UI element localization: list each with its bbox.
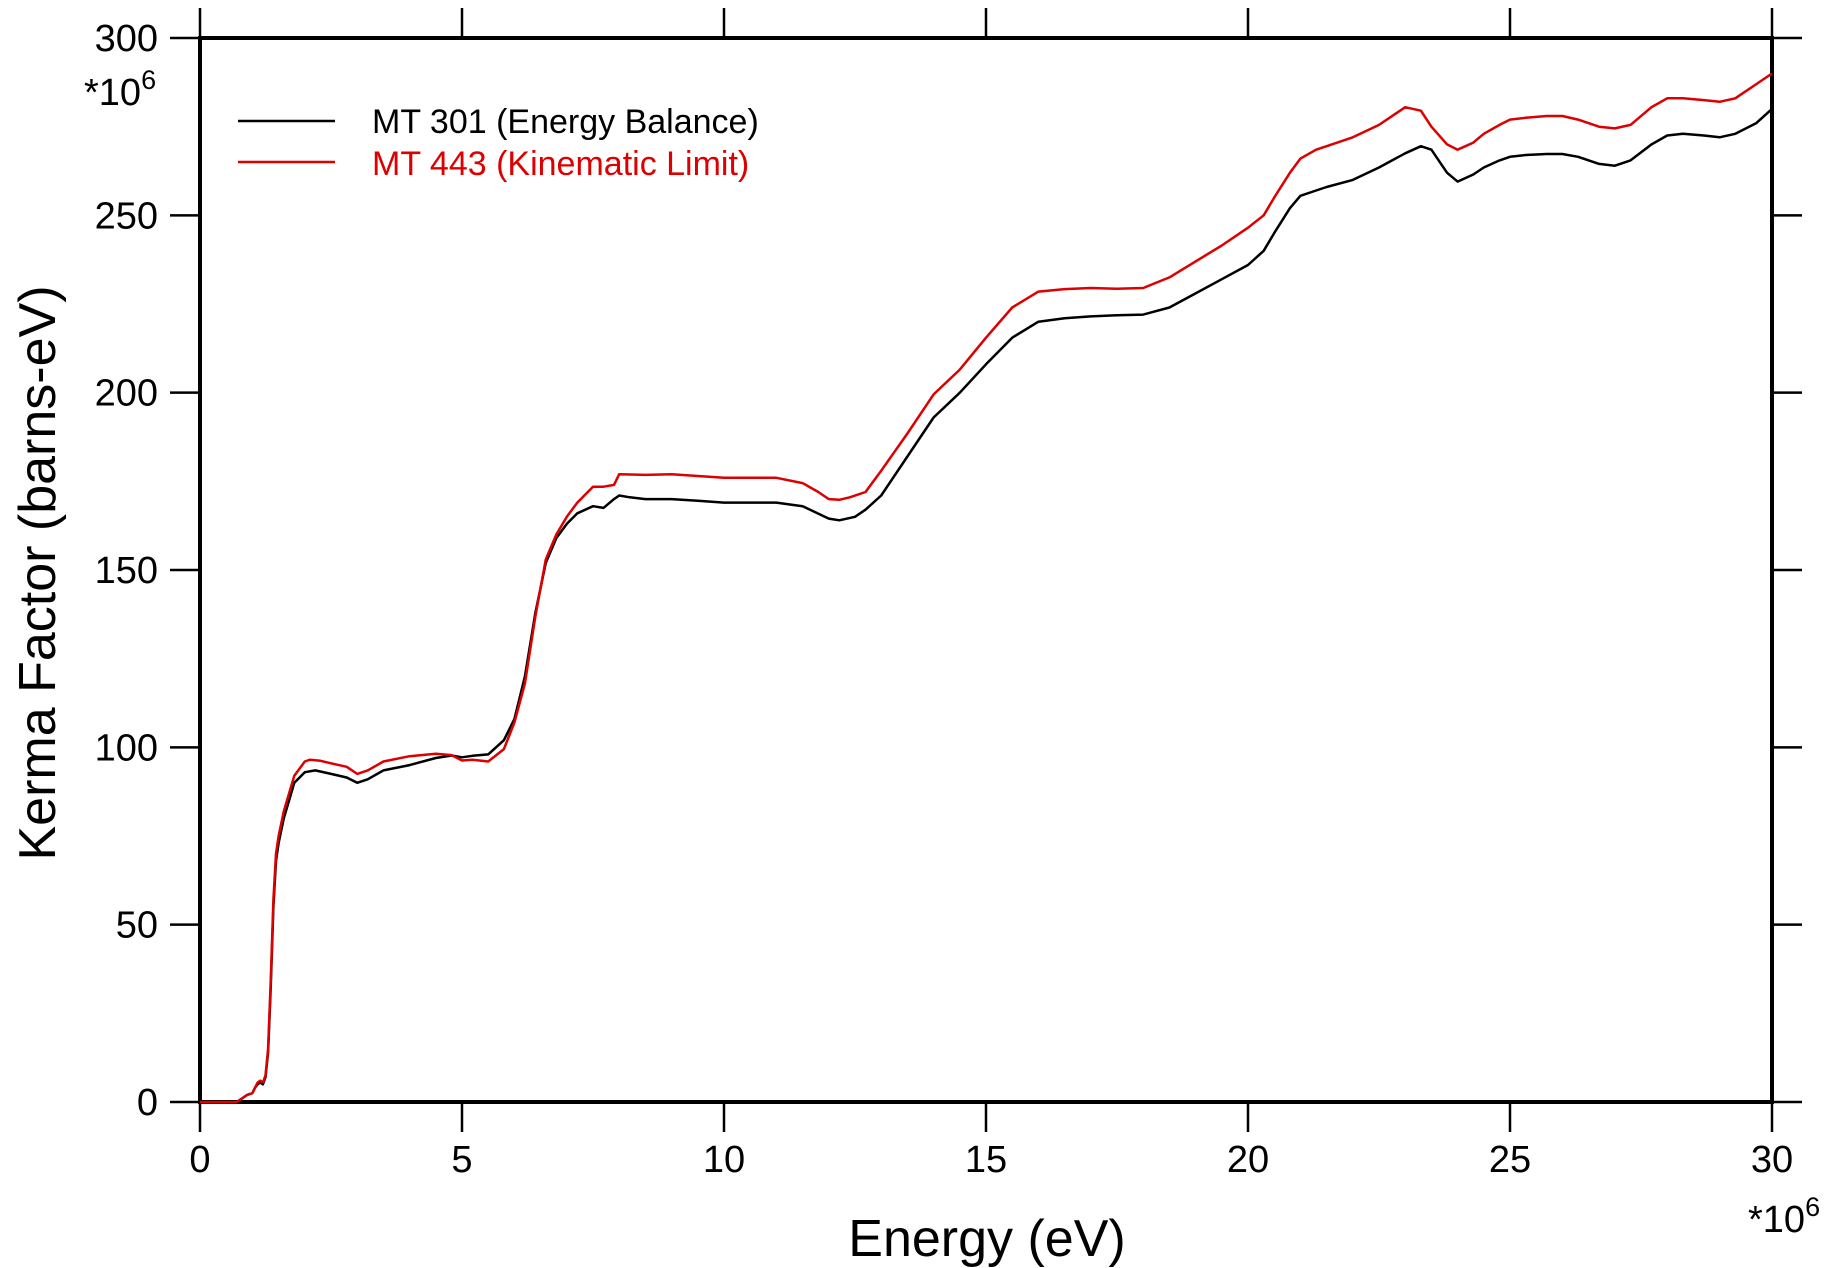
legend-label-mt443: MT 443 (Kinematic Limit) [372, 145, 749, 183]
axis-ticks [170, 8, 1802, 1132]
x-axis-title: Energy (eV) [848, 1210, 1125, 1268]
y-axis-multiplier: *106 [84, 65, 156, 114]
legend: MT 301 (Energy Balance) MT 443 (Kinemati… [238, 103, 759, 183]
legend-label-mt301: MT 301 (Energy Balance) [372, 103, 759, 141]
x-tick-label: 10 [703, 1139, 745, 1181]
y-tick-label: 250 [95, 195, 158, 237]
y-tick-label: 100 [95, 727, 158, 769]
plot-frame [198, 36, 1774, 1104]
series-line-0 [200, 107, 1773, 1104]
x-tick-label: 30 [1751, 1139, 1793, 1181]
y-tick-label: 300 [95, 18, 158, 60]
x-tick-label: 5 [451, 1139, 472, 1181]
series-line-1 [200, 72, 1773, 1104]
x-tick-label: 25 [1489, 1139, 1531, 1181]
y-tick-label: 200 [95, 373, 158, 415]
y-tick-label: 50 [116, 905, 158, 947]
x-tick-label: 0 [189, 1139, 210, 1181]
x-axis-multiplier: *106 [1748, 1192, 1820, 1241]
series-lines [200, 72, 1773, 1104]
y-axis-title: Kerma Factor (barns-eV) [9, 285, 67, 860]
x-tick-label: 20 [1227, 1139, 1269, 1181]
y-tick-label: 0 [137, 1082, 158, 1124]
x-tick-label: 15 [965, 1139, 1007, 1181]
y-tick-label: 150 [95, 550, 158, 592]
